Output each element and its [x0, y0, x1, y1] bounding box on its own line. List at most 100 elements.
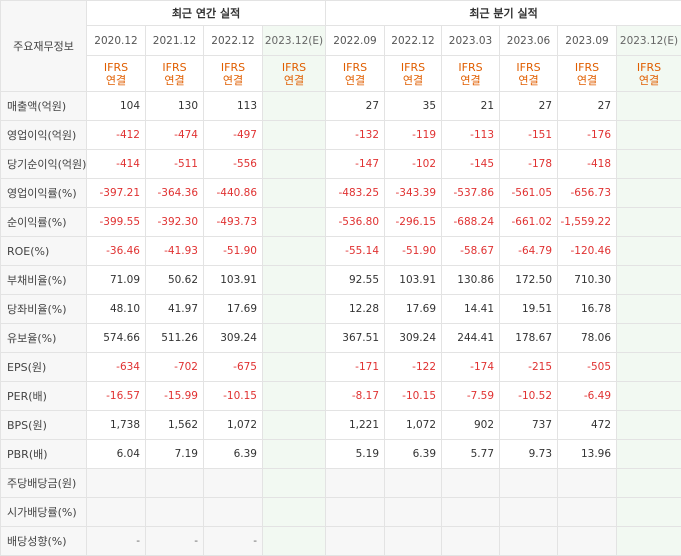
- value-cell: -7.59: [441, 381, 501, 411]
- value-cell: [499, 526, 559, 556]
- value-cell: 35: [384, 91, 443, 121]
- value-cell: 27: [499, 91, 559, 121]
- value-cell: [499, 468, 559, 498]
- value-cell: 1,738: [86, 410, 146, 440]
- accounting-basis-label: IFRS 연결: [325, 55, 386, 92]
- value-cell: -41.93: [145, 236, 204, 266]
- basis-scope: 연결: [518, 73, 539, 87]
- value-cell: -6.49: [557, 381, 618, 411]
- value-cell: 5.77: [441, 439, 501, 469]
- value-cell: 130: [145, 91, 204, 121]
- value-cell: -661.02: [499, 207, 559, 237]
- value-cell: [325, 497, 386, 527]
- value-cell: -55.14: [325, 236, 386, 266]
- quarter-period-header: 2023.06: [499, 25, 559, 56]
- value-cell: 710.30: [557, 265, 618, 295]
- value-cell: -392.30: [145, 207, 204, 237]
- value-cell: -414: [86, 149, 146, 179]
- value-cell: -: [145, 526, 204, 556]
- value-cell: [325, 468, 386, 498]
- value-cell: 16.78: [557, 294, 618, 324]
- annual-period-header: 2023.12(E): [261, 25, 327, 56]
- value-cell: -364.36: [145, 178, 204, 208]
- row-label: 유보율(%): [0, 323, 87, 353]
- row-label: BPS(원): [0, 410, 87, 440]
- value-cell: 7.19: [145, 439, 204, 469]
- value-cell: 17.69: [203, 294, 263, 324]
- value-cell: -688.24: [441, 207, 501, 237]
- value-cell: [616, 91, 681, 121]
- value-cell: -171: [325, 352, 386, 382]
- value-cell: [616, 381, 681, 411]
- value-cell: -702: [145, 352, 204, 382]
- basis-standard: IFRS: [516, 60, 541, 74]
- value-cell: -102: [384, 149, 443, 179]
- value-cell: 13.96: [557, 439, 618, 469]
- table-row: 부채비율(%) 71.09 50.62 103.91 92.55 103.91 130.86…: [0, 265, 681, 295]
- value-cell: -: [86, 526, 146, 556]
- accounting-basis-label: IFRS 연결: [86, 55, 146, 92]
- value-cell: 574.66: [86, 323, 146, 353]
- annual-period-header: 2021.12: [145, 25, 204, 56]
- value-cell: 5.19: [325, 439, 386, 469]
- basis-scope: 연결: [164, 73, 185, 87]
- value-cell: -556: [203, 149, 263, 179]
- value-cell: [261, 352, 327, 382]
- value-cell: [616, 294, 681, 324]
- table-row: 매출액(억원) 104 130 113 27 35 21 27 27: [0, 91, 681, 121]
- value-cell: -656.73: [557, 178, 618, 208]
- value-cell: 6.39: [203, 439, 263, 469]
- quarter-period-header: 2023.03: [441, 25, 501, 56]
- value-cell: 309.24: [384, 323, 443, 353]
- value-cell: -493.73: [203, 207, 263, 237]
- value-cell: [86, 497, 146, 527]
- table-row: 유보율(%) 574.66 511.26 309.24 367.51 309.24 244.…: [0, 323, 681, 353]
- basis-standard: IFRS: [574, 60, 600, 74]
- value-cell: -51.90: [384, 236, 443, 266]
- value-cell: 9.73: [499, 439, 559, 469]
- value-cell: [261, 236, 327, 266]
- annual-group-header: 최근 연간 실적: [85, 0, 327, 26]
- value-cell: [616, 207, 681, 237]
- value-cell: -132: [325, 120, 386, 150]
- table-row: PER(배) -16.57 -15.99 -10.15 -8.17 -10.15 -7.59…: [0, 381, 681, 411]
- value-cell: 737: [499, 410, 559, 440]
- basis-standard: IFRS: [342, 60, 368, 74]
- annual-period-header: 2020.12: [86, 25, 146, 56]
- value-cell: -64.79: [499, 236, 559, 266]
- value-cell: [384, 526, 443, 556]
- accounting-basis-label: IFRS 연결: [145, 55, 204, 92]
- value-cell: [261, 526, 327, 556]
- value-cell: [86, 468, 146, 498]
- value-cell: [261, 323, 327, 353]
- row-label: 순이익률(%): [0, 207, 87, 237]
- basis-scope: 연결: [576, 73, 598, 87]
- value-cell: -174: [441, 352, 501, 382]
- basis-standard: IFRS: [458, 60, 483, 74]
- value-cell: -1,559.22: [557, 207, 618, 237]
- value-cell: [203, 497, 263, 527]
- value-cell: [261, 439, 327, 469]
- value-cell: -16.57: [86, 381, 146, 411]
- value-cell: -497: [203, 120, 263, 150]
- value-cell: 309.24: [203, 323, 263, 353]
- value-cell: [261, 120, 327, 150]
- value-cell: [499, 497, 559, 527]
- value-cell: 27: [325, 91, 386, 121]
- accounting-basis-label: IFRS 연결: [441, 55, 501, 92]
- value-cell: [557, 526, 618, 556]
- value-cell: 78.06: [557, 323, 618, 353]
- value-cell: [616, 352, 681, 382]
- table-row: ROE(%) -36.46 -41.93 -51.90 -55.14 -51.90 -58.…: [0, 236, 681, 266]
- value-cell: 103.91: [384, 265, 443, 295]
- basis-scope: 연결: [105, 73, 127, 87]
- value-cell: [261, 149, 327, 179]
- value-cell: 1,072: [384, 410, 443, 440]
- basis-scope: 연결: [222, 73, 244, 87]
- value-cell: -399.55: [86, 207, 146, 237]
- value-cell: -343.39: [384, 178, 443, 208]
- row-label: ROE(%): [0, 236, 87, 266]
- value-cell: -634: [86, 352, 146, 382]
- basis-standard: IFRS: [636, 60, 662, 74]
- value-cell: [616, 410, 681, 440]
